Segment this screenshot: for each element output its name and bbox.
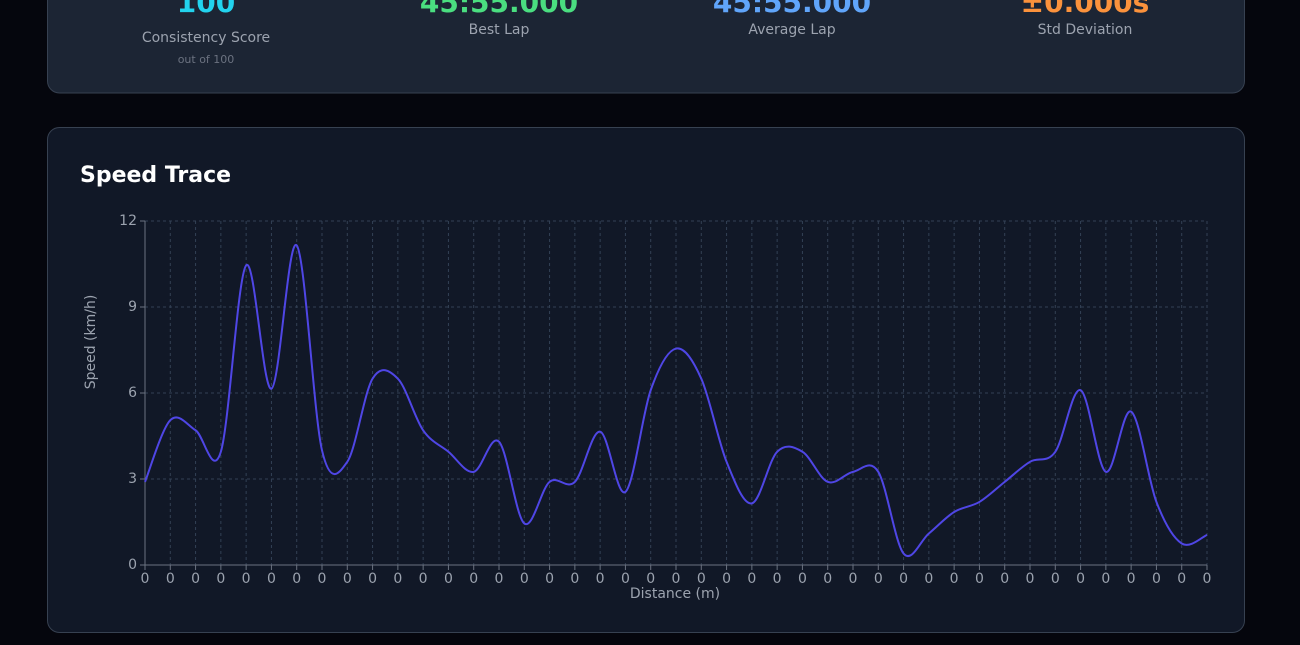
x-tick-label: 0: [950, 571, 959, 587]
x-tick-label: 0: [292, 571, 301, 587]
stat-value: ±0.000s: [1021, 0, 1150, 19]
stat-sublabel: out of 100: [178, 53, 235, 66]
x-tick-label: 0: [672, 571, 681, 587]
stat-label: Average Lap: [748, 22, 835, 38]
stats-card: [47, 0, 1245, 94]
x-tick-label: 0: [975, 571, 984, 587]
x-tick-label: 0: [874, 571, 883, 587]
stat-label: Consistency Score: [142, 30, 270, 46]
x-tick-label: 0: [216, 571, 225, 587]
y-tick-label: 12: [119, 213, 137, 229]
x-tick-label: 0: [242, 571, 251, 587]
x-tick-label: 0: [570, 571, 579, 587]
x-tick-label: 0: [1152, 571, 1161, 587]
x-tick-label: 0: [141, 571, 150, 587]
x-tick-label: 0: [773, 571, 782, 587]
x-tick-label: 0: [520, 571, 529, 587]
x-tick-label: 0: [1127, 571, 1136, 587]
x-tick-label: 0: [1101, 571, 1110, 587]
y-tick-label: 3: [128, 471, 137, 487]
x-tick-label: 0: [823, 571, 832, 587]
x-tick-label: 0: [267, 571, 276, 587]
x-tick-label: 0: [368, 571, 377, 587]
y-tick-label: 9: [128, 299, 137, 315]
x-tick-label: 0: [343, 571, 352, 587]
stat-value: 100: [177, 0, 235, 19]
x-tick-label: 0: [1026, 571, 1035, 587]
y-tick-label: 6: [128, 385, 137, 401]
x-tick-label: 0: [545, 571, 554, 587]
x-tick-label: 0: [318, 571, 327, 587]
x-tick-label: 0: [469, 571, 478, 587]
x-tick-label: 0: [419, 571, 428, 587]
y-tick-label: 0: [128, 557, 137, 573]
x-tick-label: 0: [1177, 571, 1186, 587]
x-tick-label: 0: [747, 571, 756, 587]
x-tick-label: 0: [1076, 571, 1085, 587]
stat-label: Std Deviation: [1038, 22, 1133, 38]
x-tick-label: 0: [393, 571, 402, 587]
x-tick-label: 0: [697, 571, 706, 587]
stat-label: Best Lap: [469, 22, 530, 38]
stat-value: 45:55.000: [713, 0, 871, 19]
x-tick-label: 0: [444, 571, 453, 587]
x-tick-label: 0: [191, 571, 200, 587]
x-tick-label: 0: [1203, 571, 1212, 587]
x-axis-label: Distance (m): [630, 586, 720, 602]
y-axis-label: Speed (km/h): [83, 295, 99, 390]
x-tick-label: 0: [722, 571, 731, 587]
x-tick-label: 0: [924, 571, 933, 587]
x-tick-label: 0: [166, 571, 175, 587]
chart-title: Speed Trace: [80, 163, 231, 188]
speed-line: [144, 244, 1208, 557]
stat-value: 45:55.000: [420, 0, 578, 19]
x-tick-label: 0: [1000, 571, 1009, 587]
x-tick-label: 0: [495, 571, 504, 587]
chart-card: [47, 127, 1245, 633]
x-tick-label: 0: [1051, 571, 1060, 587]
x-tick-label: 0: [849, 571, 858, 587]
x-tick-label: 0: [899, 571, 908, 587]
x-tick-label: 0: [646, 571, 655, 587]
x-tick-label: 0: [596, 571, 605, 587]
x-tick-label: 0: [621, 571, 630, 587]
x-tick-label: 0: [798, 571, 807, 587]
